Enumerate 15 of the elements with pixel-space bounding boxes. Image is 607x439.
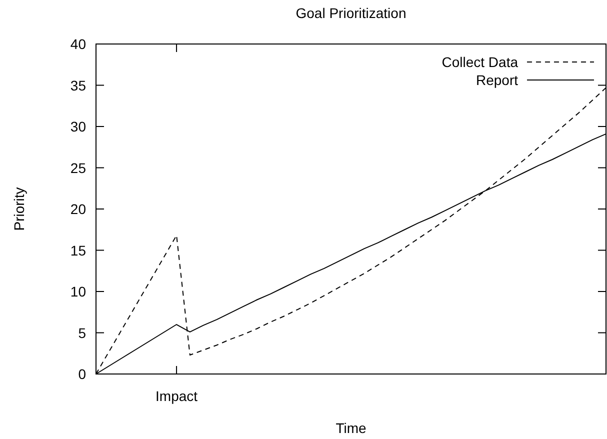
y-tick-label: 20 xyxy=(70,201,86,217)
y-tick-label: 5 xyxy=(78,324,86,341)
x-tick-label: Impact xyxy=(156,388,198,404)
legend-label: Report xyxy=(476,72,518,88)
chart-title: Goal Prioritization xyxy=(296,5,406,21)
y-axis-title: Priority xyxy=(11,187,27,231)
y-tick-label: 10 xyxy=(70,284,86,300)
x-axis-title: Time xyxy=(336,420,367,436)
y-tick-label: 15 xyxy=(70,242,86,258)
y-tick-label: 25 xyxy=(70,160,86,176)
y-tick-label: 30 xyxy=(70,118,86,134)
y-tick-label: 35 xyxy=(70,77,86,94)
y-tick-label: 40 xyxy=(70,36,86,52)
legend-label: Collect Data xyxy=(442,54,518,70)
y-tick-label: 0 xyxy=(78,366,86,382)
